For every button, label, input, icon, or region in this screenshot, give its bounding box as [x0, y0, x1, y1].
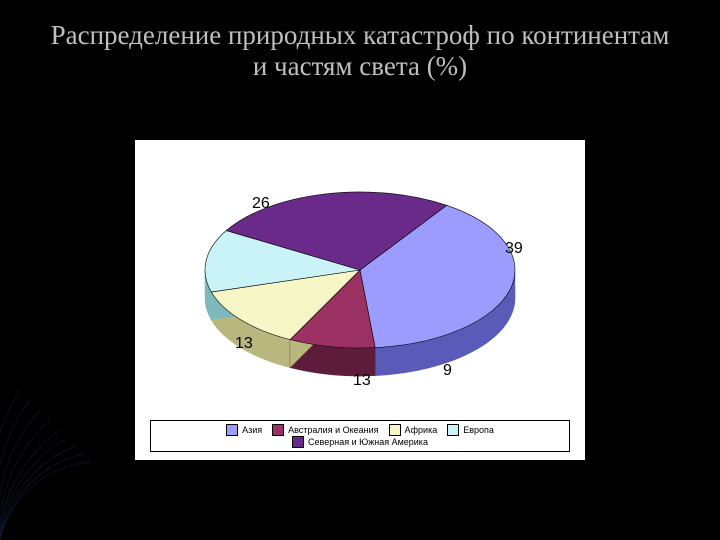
- legend-label: Австралия и Океания: [288, 425, 378, 435]
- legend-label: Европа: [463, 425, 494, 435]
- legend-item: Азия: [226, 424, 262, 436]
- legend-item: Австралия и Океания: [272, 424, 378, 436]
- legend-item: Африка: [389, 424, 438, 436]
- legend-swatch: [292, 436, 304, 448]
- data-label: 13: [353, 372, 371, 390]
- data-label: 26: [252, 195, 270, 213]
- legend-item: Европа: [447, 424, 494, 436]
- chart-card: 39 9 13 13 26 Азия Австралия и Океания Африка Е…: [135, 140, 585, 460]
- legend-item: Северная и Южная Америка: [292, 436, 428, 448]
- data-label: 9: [443, 362, 452, 380]
- data-label: 39: [505, 240, 523, 258]
- chart-legend: Азия Австралия и Океания Африка Европа Север…: [150, 420, 570, 452]
- data-label: 13: [235, 335, 253, 353]
- legend-swatch: [226, 424, 238, 436]
- legend-label: Северная и Южная Америка: [308, 437, 428, 447]
- slide-title: Распределение природных катастроф по кон…: [0, 0, 720, 82]
- pie-chart: [135, 140, 585, 410]
- legend-swatch: [389, 424, 401, 436]
- legend-swatch: [272, 424, 284, 436]
- legend-label: Азия: [242, 425, 262, 435]
- legend-swatch: [447, 424, 459, 436]
- legend-label: Африка: [405, 425, 438, 435]
